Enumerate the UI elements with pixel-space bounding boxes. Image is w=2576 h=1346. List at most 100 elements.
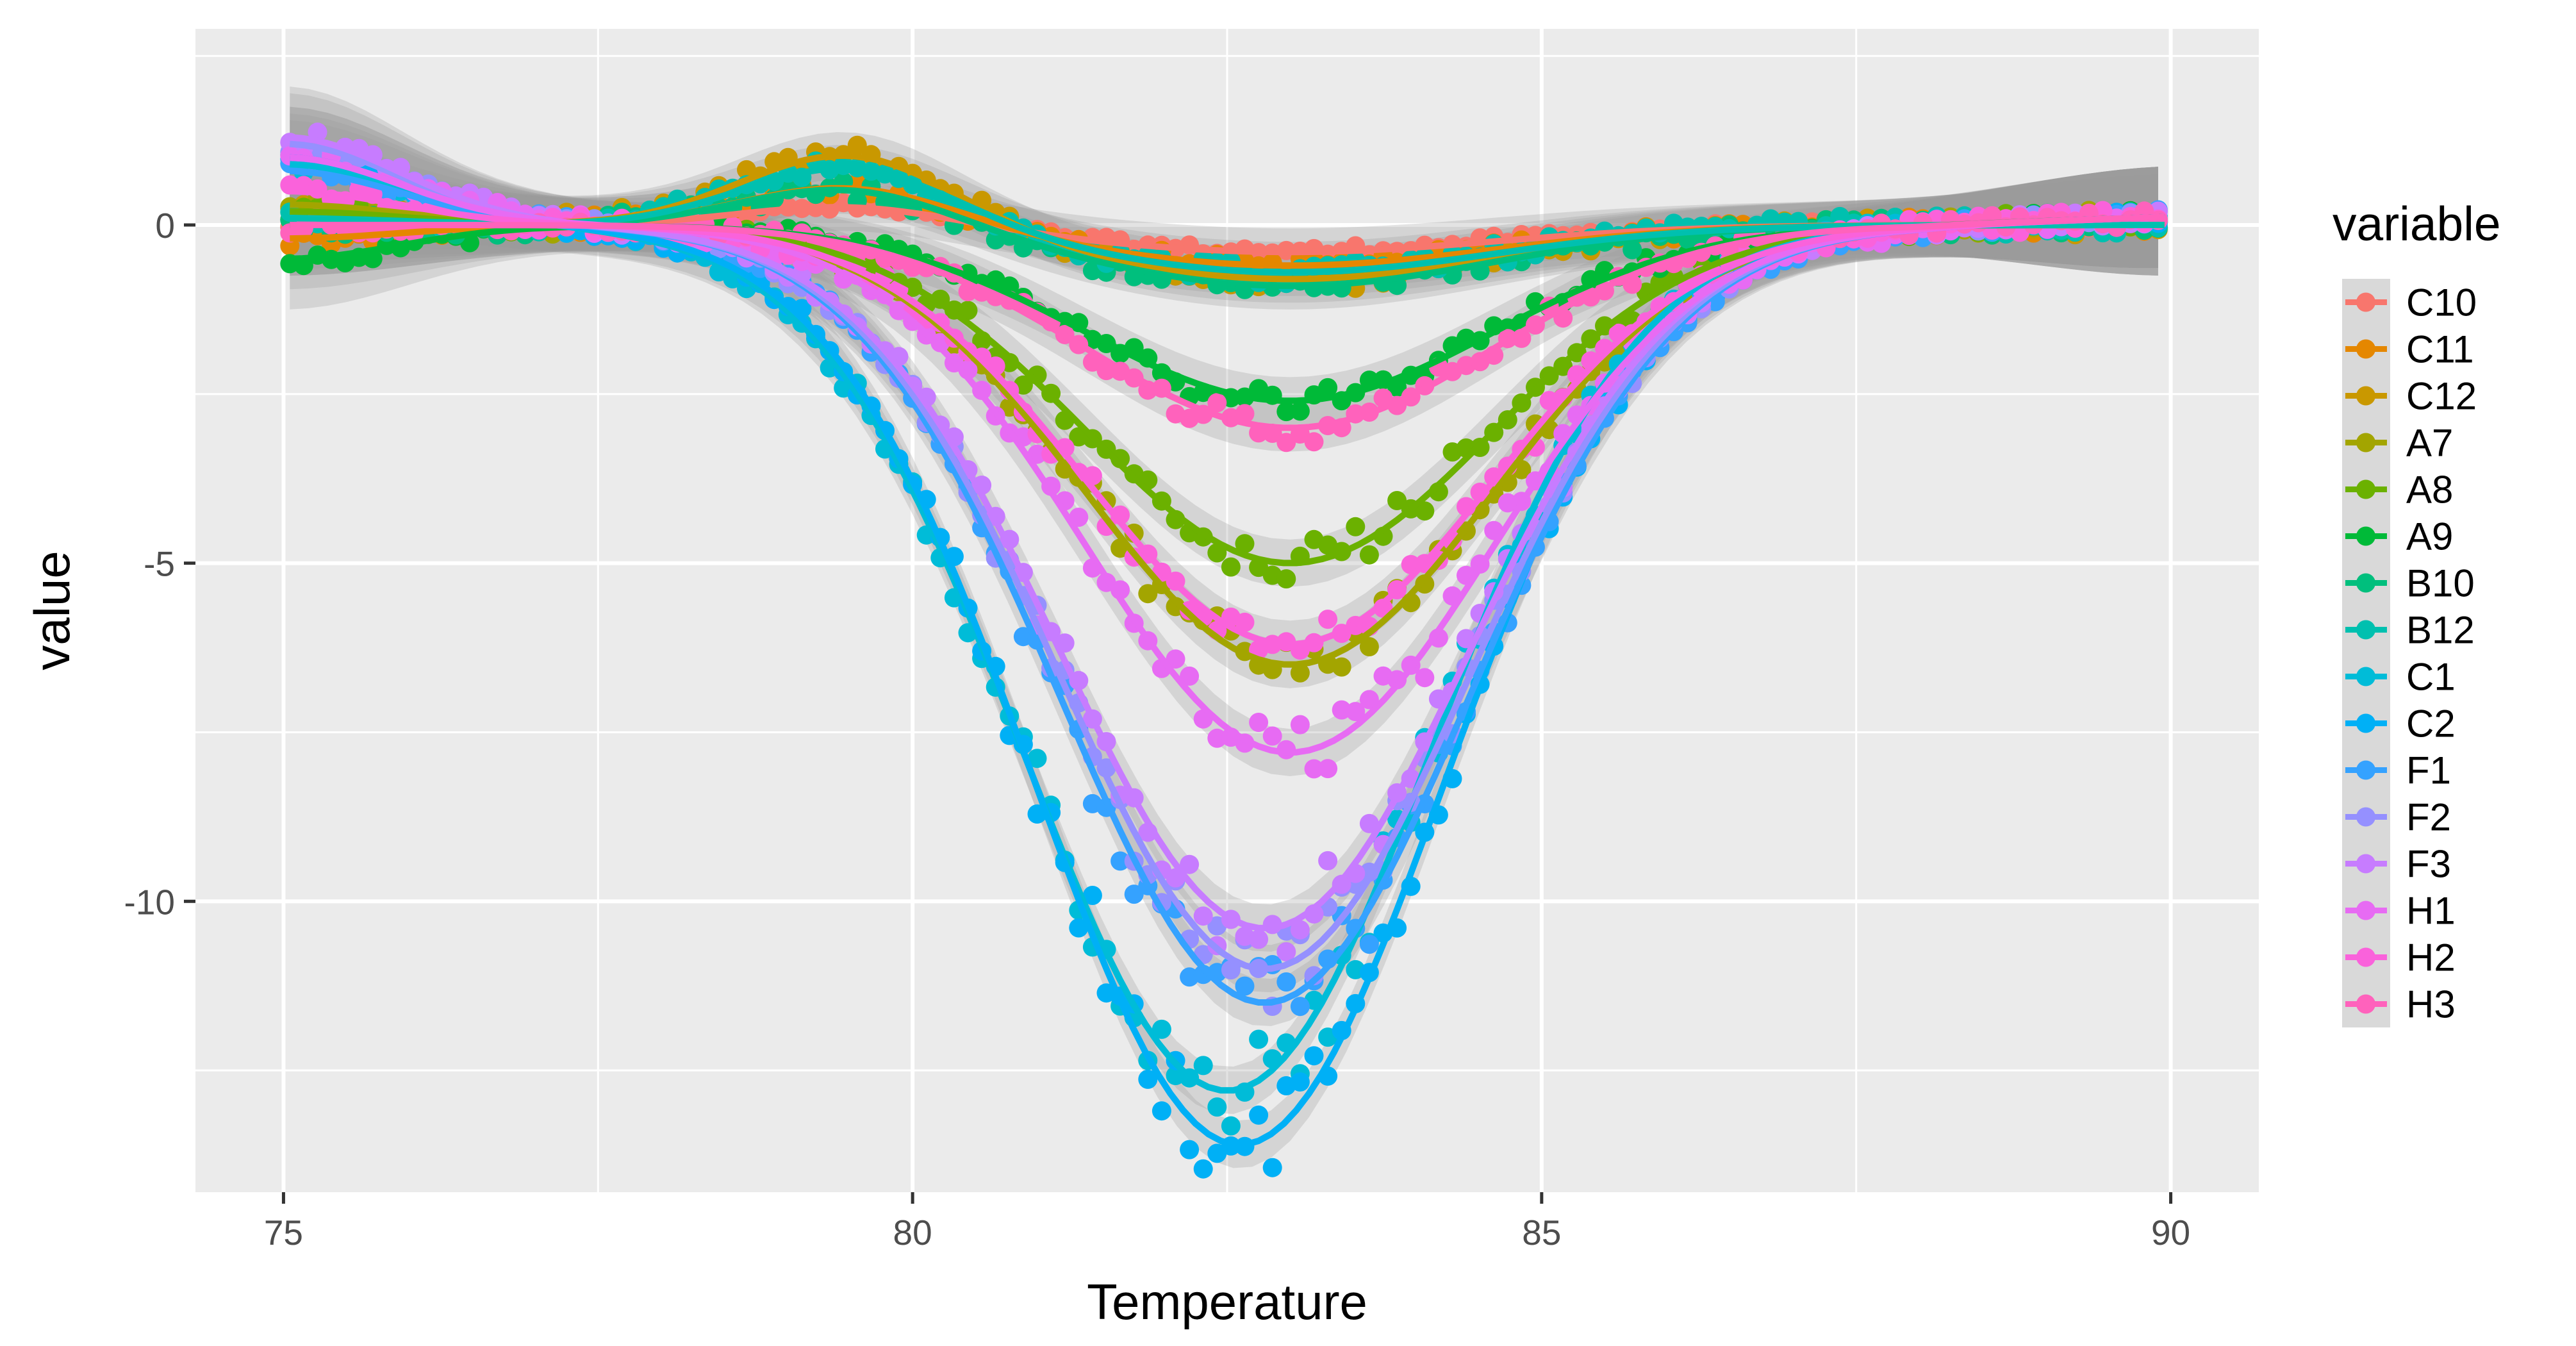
legend-label: A9: [2406, 515, 2453, 558]
point-A7: [1332, 657, 1351, 677]
legend-key-point: [2356, 760, 2375, 780]
point-F1: [1235, 976, 1255, 996]
point-F2: [1221, 960, 1241, 980]
point-F1: [1359, 935, 1379, 954]
point-H1: [1249, 713, 1269, 732]
legend-label: A8: [2406, 469, 2453, 511]
point-H1: [1304, 759, 1324, 779]
point-F3: [1359, 813, 1379, 833]
legend-label: B12: [2406, 609, 2475, 652]
legend-label: C12: [2406, 375, 2477, 418]
legend-label: F2: [2406, 796, 2451, 839]
legend-label: A7: [2406, 422, 2453, 465]
point-F1: [1276, 972, 1296, 992]
point-F3: [1193, 906, 1213, 926]
point-H1: [1359, 690, 1379, 710]
legend-label: B10: [2406, 562, 2475, 605]
legend-key-point: [2356, 479, 2375, 499]
point-C2: [1069, 918, 1089, 938]
point-H1: [1262, 726, 1282, 746]
point-A7: [1359, 637, 1379, 656]
point-C2: [1249, 1105, 1269, 1125]
point-H3: [1304, 432, 1324, 452]
legend-label: H2: [2406, 936, 2456, 979]
tick-labels: 75 80 85 90 0 -5 -10: [124, 206, 2191, 1252]
point-B10: [1622, 240, 1642, 260]
point-H2: [1318, 610, 1338, 629]
point-F1: [1110, 851, 1130, 871]
point-F1: [1124, 885, 1144, 904]
x-tick-label: 85: [1522, 1213, 1561, 1252]
legend-key-point: [2356, 386, 2375, 406]
legend-key-point: [2356, 433, 2375, 453]
point-A8: [1221, 557, 1241, 577]
legend-label: C11: [2406, 328, 2474, 371]
y-tick-label: 0: [155, 206, 175, 245]
point-A9: [1290, 401, 1310, 421]
point-F1: [1290, 997, 1310, 1017]
point-C1: [1193, 1056, 1213, 1076]
legend-label: F3: [2406, 843, 2451, 886]
legend-key-point: [2356, 526, 2375, 546]
point-H1: [1318, 759, 1338, 779]
x-tick-label: 75: [264, 1213, 303, 1252]
x-tick-label: 80: [893, 1213, 932, 1252]
point-H1: [1346, 702, 1366, 722]
point-A8: [1415, 501, 1435, 521]
point-C1: [1221, 1116, 1241, 1136]
point-A7: [1138, 584, 1158, 604]
point-C2: [1193, 1159, 1213, 1179]
legend-key-point: [2356, 807, 2375, 827]
y-tick-label: -10: [124, 882, 176, 922]
point-H1: [1207, 728, 1227, 748]
legend-key-point: [2356, 620, 2375, 640]
point-A8: [1276, 569, 1296, 589]
legend-key-point: [2356, 947, 2375, 967]
point-H1: [1415, 668, 1435, 688]
point-C1: [1249, 1029, 1269, 1049]
point-C1: [1027, 749, 1047, 769]
point-H2: [1235, 612, 1255, 632]
x-tick-label: 90: [2151, 1213, 2190, 1252]
point-C2: [1082, 886, 1102, 905]
point-H1: [1166, 649, 1185, 669]
point-F3: [1276, 942, 1296, 961]
point-F3: [1180, 854, 1200, 874]
legend-key-point: [2356, 667, 2375, 686]
point-C12: [847, 135, 867, 155]
point-H3: [1276, 433, 1296, 453]
point-H3: [1235, 404, 1255, 424]
point-F3: [1290, 920, 1310, 940]
point-C2: [1290, 1072, 1310, 1092]
smooth-lines: [289, 134, 2165, 1148]
point-C2: [1152, 1101, 1171, 1121]
point-A8: [958, 301, 978, 320]
point-H1: [1290, 715, 1310, 735]
point-C2: [1138, 1069, 1158, 1089]
point-A7: [1290, 663, 1310, 683]
point-H1: [1180, 666, 1200, 686]
point-H3: [1207, 393, 1227, 413]
legend-key-point: [2356, 713, 2375, 733]
legend-label: H1: [2406, 890, 2456, 933]
legend-key-point: [2356, 292, 2375, 312]
legend-label: H3: [2406, 983, 2456, 1026]
point-C2: [1262, 1158, 1282, 1177]
legend: variable C10C11C12A7A8A9B10B12C1C2F1F2F3…: [2332, 197, 2501, 1027]
legend-key-point: [2356, 994, 2375, 1014]
legend-key-point: [2356, 901, 2375, 920]
point-F3: [1249, 929, 1269, 949]
legend-key-point: [2356, 339, 2375, 359]
point-A9: [1276, 402, 1296, 422]
line-H3: [290, 213, 2165, 431]
point-A8: [1235, 534, 1255, 554]
x-axis-title: Temperature: [1087, 1274, 1367, 1330]
legend-label: C2: [2406, 702, 2456, 745]
legend-title: variable: [2332, 197, 2501, 251]
legend-label: C10: [2406, 281, 2477, 324]
point-C2: [1180, 1140, 1200, 1159]
point-A8: [1359, 545, 1379, 565]
point-A8: [1387, 491, 1407, 510]
line-B12: [290, 165, 2165, 276]
